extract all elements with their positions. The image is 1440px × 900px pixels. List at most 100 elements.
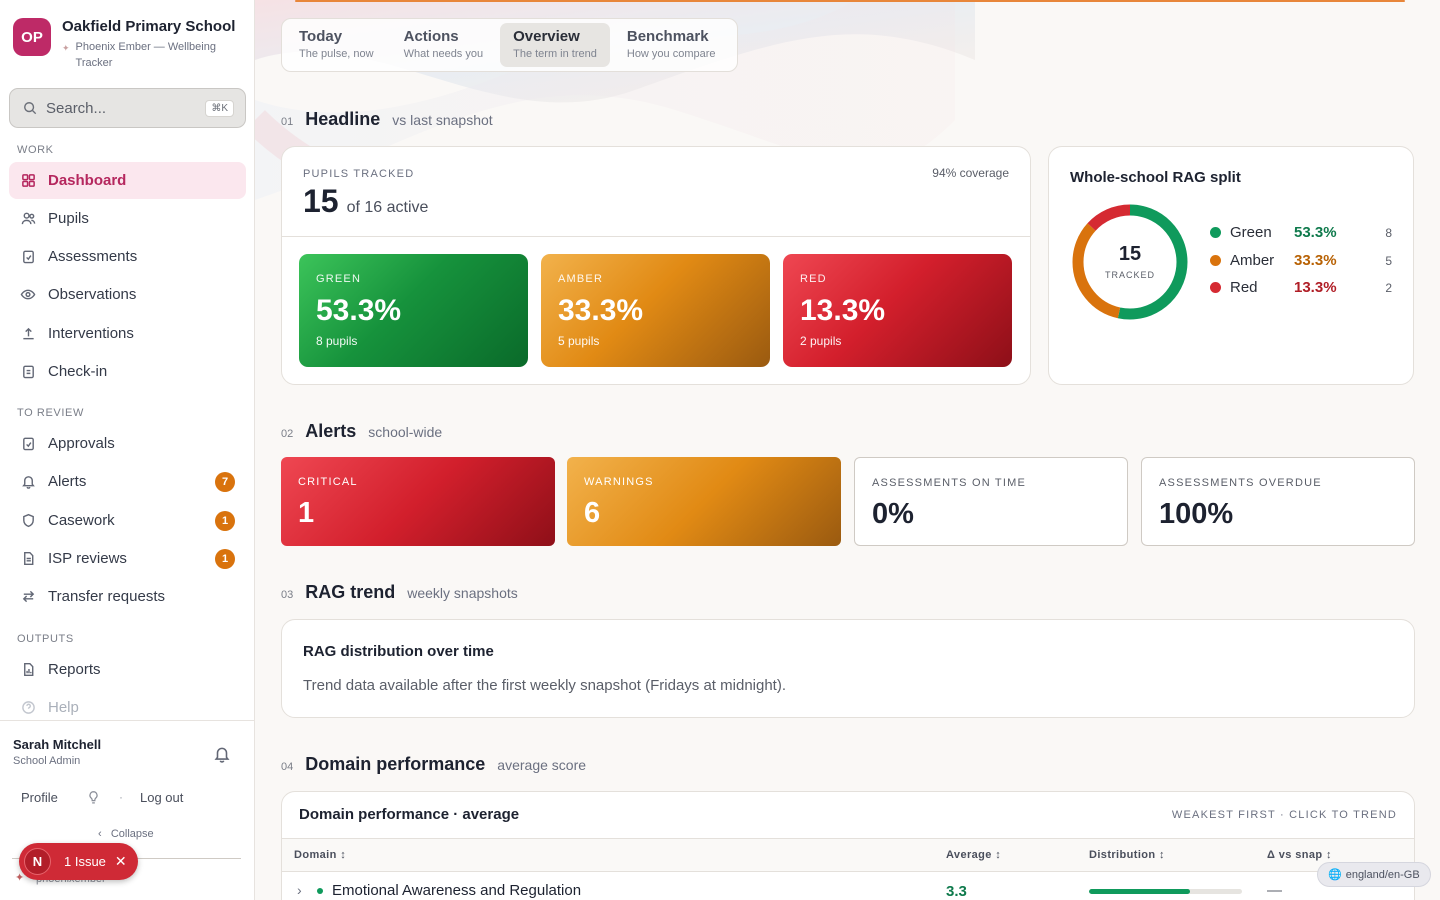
tile-label: AMBER [558, 273, 604, 285]
tile-value: 0% [872, 498, 914, 530]
logout-link[interactable]: Log out [140, 790, 184, 805]
warnings-tile[interactable]: WARNINGS 6 [567, 457, 841, 546]
sidebar-item-label: Alerts [48, 473, 87, 490]
tile-value: 33.3% [558, 294, 644, 327]
chevron-right-icon[interactable]: › [297, 882, 302, 898]
upload-icon [20, 326, 36, 342]
green-rag-tile[interactable]: GREEN 53.3% 8 pupils [299, 254, 528, 367]
distribution-bar [1089, 889, 1242, 894]
amber-rag-tile[interactable]: AMBER 33.3% 5 pupils [541, 254, 770, 367]
table-row[interactable]: › Emotional Awareness and Regulation 3.3… [282, 873, 1414, 900]
issues-indicator-button[interactable]: N 1 Issue ✕ [19, 843, 138, 880]
clipboard-check-icon [20, 436, 36, 452]
close-icon[interactable]: ✕ [114, 853, 127, 869]
legend-count: 5 [1385, 253, 1392, 268]
sidebar-item-label: Casework [48, 512, 115, 529]
table-header: Domain ↕ Average ↕ Distribution ↕ Δ vs s… [282, 838, 1414, 872]
section-subtitle: average score [497, 757, 587, 773]
sidebar-item-alerts[interactable]: Alerts 7 [9, 463, 246, 500]
pupils-active-total: of 16 active [346, 199, 429, 216]
section-header-domain-performance: 04 Domain performance average score [281, 754, 586, 775]
section-subtitle: weekly snapshots [407, 585, 518, 601]
rag-donut-chart [1072, 204, 1188, 320]
arrows-icon [20, 589, 36, 605]
sidebar-item-label: Transfer requests [48, 588, 165, 605]
red-rag-tile[interactable]: RED 13.3% 2 pupils [783, 254, 1012, 367]
red-dot-icon [1210, 282, 1221, 293]
domain-delta: — [1267, 882, 1282, 899]
sidebar-item-pupils[interactable]: Pupils [9, 200, 246, 237]
collapse-sidebar-button[interactable]: ‹ Collapse [98, 828, 154, 840]
sidebar-item-assessments[interactable]: Assessments [9, 238, 246, 275]
search-shortcut: ⌘K [205, 99, 234, 117]
tab-label: Benchmark [626, 28, 709, 45]
column-header-distribution[interactable]: Distribution ↕ [1089, 849, 1165, 861]
lightbulb-icon[interactable] [87, 790, 100, 806]
sidebar-item-observations[interactable]: Observations [9, 276, 246, 313]
section-header-rag-trend: 03 RAG trend weekly snapshots [281, 582, 518, 603]
tab-today[interactable]: Today The pulse, now [286, 23, 387, 67]
product-name: Phoenix Ember — Wellbeing Tracker [75, 41, 216, 69]
assessments-overdue-tile[interactable]: ASSESSMENTS OVERDUE 100% [1141, 457, 1415, 546]
rag-trend-card: RAG distribution over time Trend data av… [281, 619, 1415, 718]
sidebar-item-casework[interactable]: Casework 1 [9, 502, 246, 539]
section-title: Alerts [305, 421, 357, 441]
tab-overview[interactable]: Overview The term in trend [500, 23, 610, 67]
search-input[interactable]: Search... ⌘K [9, 88, 246, 128]
divider [282, 236, 1030, 237]
top-progress-bar [295, 0, 1405, 2]
tile-sub: 8 pupils [316, 334, 358, 348]
separator-dot: · [119, 790, 123, 804]
tab-benchmark[interactable]: Benchmark How you compare [614, 23, 729, 67]
main-content: Today The pulse, now Actions What needs … [255, 0, 1440, 900]
section-label-work: WORK [17, 144, 54, 156]
section-number: 02 [281, 428, 294, 440]
sidebar-item-reports[interactable]: Reports [9, 651, 246, 688]
domain-sort-hint: WEAKEST FIRST · CLICK TO TREND [1171, 809, 1397, 821]
sidebar-item-transfer-requests[interactable]: Transfer requests [9, 578, 246, 615]
shield-icon [20, 513, 36, 529]
sidebar-item-dashboard[interactable]: Dashboard [9, 162, 246, 199]
domain-card-title: Domain performance · average [299, 806, 520, 823]
column-header-domain[interactable]: Domain ↕ [294, 849, 347, 861]
column-header-average[interactable]: Average ↕ [946, 849, 1002, 861]
view-tabs: Today The pulse, now Actions What needs … [281, 18, 738, 72]
donut-total-label: TRACKED [1104, 270, 1155, 280]
locale-label: england/en-GB [1345, 868, 1420, 881]
column-header-delta[interactable]: Δ vs snap ↕ [1267, 849, 1332, 861]
tile-label: CRITICAL [298, 476, 358, 488]
section-header-headline: 01 Headline vs last snapshot [281, 109, 493, 130]
school-brand[interactable]: OP Oakfield Primary School ✦ Phoenix Emb… [13, 18, 235, 71]
tab-sublabel: The term in trend [513, 48, 597, 60]
pupils-tracked-label: PUPILS TRACKED [303, 168, 415, 180]
eye-icon [20, 287, 36, 303]
assessments-on-time-tile[interactable]: ASSESSMENTS ON TIME 0% [854, 457, 1128, 546]
critical-alerts-tile[interactable]: CRITICAL 1 [281, 457, 555, 546]
casework-count-badge: 1 [215, 510, 235, 531]
tile-value: 13.3% [800, 294, 886, 327]
locale-switcher[interactable]: 🌐 england/en-GB [1317, 862, 1431, 887]
sidebar-item-isp-reviews[interactable]: ISP reviews 1 [9, 540, 246, 577]
tab-actions[interactable]: Actions What needs you [391, 23, 497, 67]
sidebar-item-interventions[interactable]: Interventions [9, 315, 246, 352]
sidebar-item-approvals[interactable]: Approvals [9, 425, 246, 462]
legend-row-green: Green 53.3% 8 [1210, 224, 1392, 241]
users-icon [20, 211, 36, 227]
tile-sub: 2 pupils [800, 334, 842, 348]
clipboard-check-icon [20, 249, 36, 265]
sparkle-icon: ✦ [62, 43, 70, 53]
pupils-tracked-card: PUPILS TRACKED 15 of 16 active 94% cover… [281, 146, 1031, 385]
sidebar-item-check-in[interactable]: Check-in [9, 353, 246, 390]
sidebar-item-label: Observations [48, 286, 137, 303]
alerts-count-badge: 7 [215, 471, 235, 492]
notifications-bell-icon[interactable] [213, 745, 231, 763]
report-icon [20, 662, 36, 678]
tile-label: RED [800, 273, 827, 285]
tile-label: WARNINGS [584, 476, 654, 488]
sidebar-item-help[interactable]: Help [9, 689, 246, 726]
section-subtitle: vs last snapshot [392, 112, 493, 128]
donut-slice-red [1072, 204, 1188, 320]
profile-link[interactable]: Profile [21, 790, 58, 805]
grid-icon [20, 173, 36, 189]
school-name: Oakfield Primary School [62, 18, 236, 35]
